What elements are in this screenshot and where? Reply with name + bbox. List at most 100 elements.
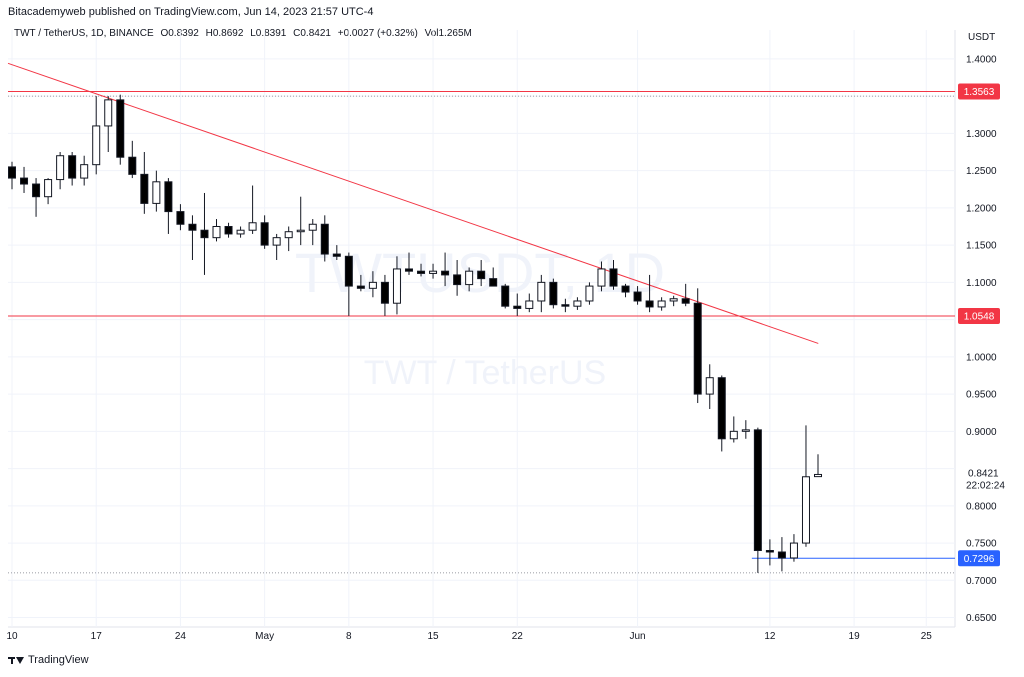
candle-body — [501, 285, 510, 307]
candle-body — [380, 281, 389, 304]
candle-body — [320, 223, 329, 255]
candle-body — [561, 304, 570, 307]
current-price-label: 0.8421 — [968, 468, 999, 479]
candle — [344, 252, 353, 316]
candle-body — [681, 298, 690, 304]
candle — [404, 252, 413, 275]
x-tick-label: 25 — [921, 631, 933, 642]
candle — [537, 274, 546, 313]
candle-body — [164, 181, 173, 213]
candle-body — [284, 231, 293, 239]
ohlc-open: O0.8392 — [160, 28, 199, 39]
candle — [753, 427, 762, 573]
candle-body — [441, 270, 450, 276]
candle — [188, 215, 197, 261]
candle-body — [657, 300, 666, 308]
candle — [621, 283, 630, 298]
candle — [284, 226, 293, 252]
candle — [68, 152, 77, 186]
y-tick-label: 1.2000 — [966, 203, 997, 214]
candle — [392, 256, 401, 315]
candle — [212, 219, 221, 242]
candle-body — [717, 377, 726, 440]
y-tick-label: 1.2500 — [966, 166, 997, 177]
candle — [657, 297, 666, 311]
candle-body — [128, 156, 137, 175]
candle-body — [56, 155, 65, 181]
candle — [429, 263, 438, 279]
candle-body — [429, 270, 438, 274]
candle — [549, 278, 558, 309]
tradingview-footer[interactable]: TradingView — [8, 654, 89, 666]
candle-body — [104, 99, 113, 127]
level-price-tag — [958, 308, 1000, 325]
candle-body — [356, 285, 365, 289]
level-price-tag — [958, 83, 1000, 100]
x-tick-label: 17 — [91, 631, 103, 642]
candle — [693, 288, 702, 404]
candle — [368, 271, 377, 298]
candle — [513, 293, 522, 316]
y-tick-label: 0.7000 — [966, 576, 997, 587]
candle — [777, 537, 786, 572]
candle-body — [801, 476, 810, 544]
candle-body — [765, 550, 774, 553]
candle — [224, 222, 233, 238]
candle — [441, 252, 450, 287]
candle-body — [188, 223, 197, 231]
candle-body — [741, 429, 750, 432]
candle-body — [465, 270, 474, 286]
x-tick-label: 24 — [175, 631, 187, 642]
ohlc-high: H0.8692 — [205, 28, 244, 39]
candle-body — [609, 268, 618, 287]
candle — [380, 274, 389, 316]
candle — [765, 539, 774, 566]
candle — [681, 283, 690, 307]
candle — [417, 263, 426, 277]
candle — [609, 260, 618, 290]
ohlc-change: +0.0027 (+0.32%) — [337, 28, 418, 39]
x-tick-label: May — [255, 631, 274, 642]
candle-body — [368, 281, 377, 289]
candle-body — [585, 285, 594, 302]
candle — [705, 364, 714, 409]
candle — [20, 166, 29, 193]
candle — [477, 260, 486, 287]
trendline[interactable] — [7, 62, 819, 344]
candle-body — [404, 268, 413, 272]
candle-body — [753, 429, 762, 552]
candle — [272, 233, 281, 261]
candle-body — [236, 229, 245, 235]
candle-body — [260, 222, 269, 246]
symbol-pair[interactable]: TWT / TetherUS, 1D, BINANCE — [14, 28, 154, 39]
tradingview-logo-icon — [8, 655, 24, 665]
candle — [320, 215, 329, 262]
candle — [164, 178, 173, 234]
candle — [44, 178, 53, 205]
candle-body — [645, 300, 654, 308]
y-tick-label: 0.7500 — [966, 539, 997, 550]
level-price-label: 1.0548 — [964, 312, 995, 323]
y-tick-label: 0.9500 — [966, 390, 997, 401]
candle-body — [332, 253, 341, 257]
candle-body — [152, 181, 161, 204]
y-tick-label: 1.3000 — [966, 129, 997, 140]
candle-body — [693, 302, 702, 395]
candle — [128, 140, 137, 179]
candle — [453, 260, 462, 296]
x-tick-label: 8 — [346, 631, 352, 642]
y-tick-label: 1.4000 — [966, 54, 997, 65]
candle — [489, 267, 498, 287]
publisher-header: Bitacademyweb published on TradingView.c… — [8, 6, 374, 18]
level-price-tag — [958, 550, 1000, 567]
candle-body — [621, 285, 630, 293]
y-tick-label: 0.9000 — [966, 427, 997, 438]
x-tick-label: 12 — [764, 631, 776, 642]
candle — [801, 425, 810, 547]
candle-body — [344, 255, 353, 287]
candle-body — [140, 173, 149, 204]
candle-body — [176, 211, 185, 225]
candle-body — [200, 229, 209, 239]
candle-body — [92, 125, 101, 166]
